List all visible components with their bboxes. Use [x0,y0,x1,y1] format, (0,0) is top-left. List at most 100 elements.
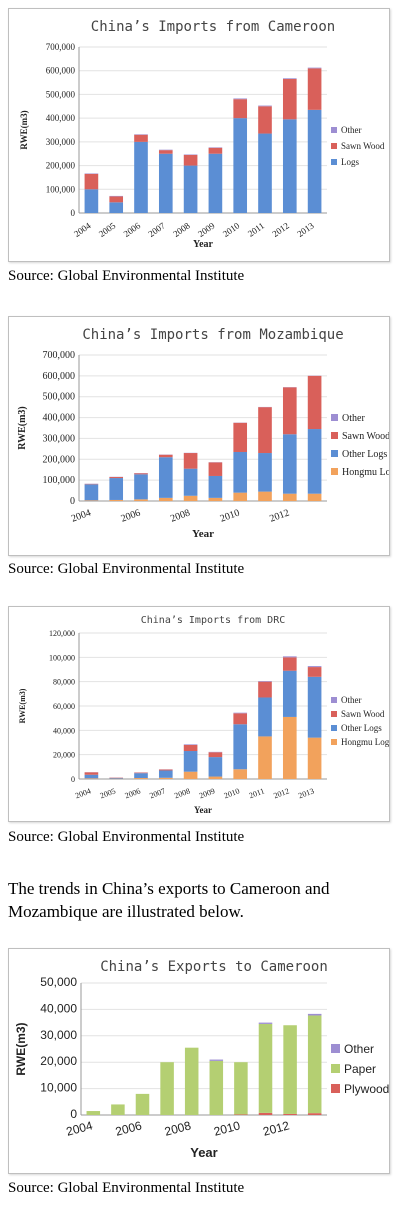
y-tick-label: 400,000 [46,113,76,123]
x-tick-label: 2004 [70,507,93,524]
legend-label: Sawn Wood [341,709,385,719]
bar-segment [233,451,248,493]
legend-swatch [331,725,337,731]
bar-segment [134,134,148,142]
y-tick-label: 20,000 [53,751,75,760]
chart-title: China’s Imports from Mozambique [82,327,343,343]
bar-segment [86,1111,101,1115]
x-tick-label: 2008 [169,507,192,524]
y-tick-label: 700,000 [46,42,76,52]
x-tick-label: 2013 [297,786,315,800]
bar-segment [84,500,99,501]
x-tick-label: 2012 [268,507,291,524]
y-tick-label: 0 [70,496,75,507]
body-paragraph: The trends in China’s exports to Cameroo… [8,879,330,921]
legend-label: Hongmu Logs [341,737,389,747]
x-axis-label: Year [190,1145,217,1160]
y-tick-label: 30,000 [40,1028,77,1042]
bar-segment [135,1093,150,1115]
bar-segment [307,737,322,779]
bar-segment [307,1113,322,1115]
y-tick-label: 80,000 [53,678,75,687]
bar-segment [84,774,99,779]
x-tick-label: 2007 [148,786,166,800]
bar-segment [258,453,272,492]
y-tick-label: 40,000 [40,1001,77,1015]
bar-segment [258,1023,273,1113]
y-tick-label: 0 [70,1107,77,1121]
bar-segment [208,475,223,498]
chart-mozambique-imports: China’s Imports from Mozambique 0 100,000 2… [17,327,389,540]
legend-label: Other [341,125,362,135]
bar-segment [258,681,272,698]
legend-label: Paper [344,1062,376,1076]
bar-segment [258,681,272,682]
y-tick-label: 60,000 [53,702,75,711]
bar-segment [183,453,198,469]
bar-segment [109,196,124,203]
x-tick-label: 2012 [272,786,290,800]
x-axis-label: Year [193,239,214,250]
x-tick-label: 2008 [163,1118,193,1139]
x-tick-label: 2011 [248,786,266,800]
bar-segment [233,99,248,119]
source-caption: Source: Global Environmental Institute [8,561,245,577]
legend-label: Other Logs [341,723,382,733]
x-tick-label: 2010 [223,786,241,800]
bar-segment [307,1013,322,1016]
y-tick-label: 300,000 [43,433,76,444]
x-tick-label: 2006 [122,220,143,239]
source-caption: Source: Global Environmental Institute [8,268,245,284]
bar-segment [183,771,198,779]
chart-title: China’s Imports from DRC [141,615,286,626]
y-tick-label: 40,000 [53,726,75,735]
legend-swatch [331,143,337,149]
legend-swatch [331,1064,340,1073]
y-tick-label: 100,000 [43,475,76,486]
x-tick-label: 2009 [196,220,217,239]
source-caption: Source: Global Environmental Institute [8,829,245,845]
x-tick-label: 2012 [261,1118,291,1139]
bar-segment [282,670,297,717]
legend-swatch [331,414,338,421]
bar-segment [258,697,272,737]
bar-segment [111,1104,125,1115]
bar-segment [160,1062,174,1115]
legend-swatch [331,739,337,745]
x-tick-label: 2008 [171,220,192,239]
legend-swatch [331,1044,340,1053]
bar-segment [158,497,173,501]
x-tick-label: 2004 [65,1118,95,1139]
bar-segment [234,1062,248,1115]
bar-segment [307,109,322,213]
bar-segment [184,1047,199,1115]
bar-segment [183,165,198,213]
bar-segment [134,778,148,779]
bar-segment [282,434,297,494]
x-tick-label: 2005 [97,220,118,239]
bar-segment [134,499,148,501]
bar-segment [158,769,173,771]
bar-segment [109,478,124,500]
bar-segment [183,468,198,496]
bar-segment [209,1059,224,1061]
bar-segment [109,477,124,479]
x-tick-label: 2011 [246,220,266,238]
y-tick-label: 700,000 [43,350,76,361]
bar-segment [158,150,173,154]
bar-segment [258,106,272,134]
y-tick-label: 100,000 [46,184,76,194]
bar-segment [258,491,272,501]
bar-segment [84,484,99,501]
bar-segment [258,133,272,213]
bar-segment [158,770,173,778]
x-tick-label: 2004 [72,220,93,239]
bar-segment [208,752,223,758]
bar-segment [208,153,223,213]
bar-segment [134,772,148,774]
bar-segment [134,474,148,500]
legend-swatch [331,159,337,165]
bar-segment [84,173,99,190]
x-tick-label: 2009 [198,786,216,800]
y-tick-label: 20,000 [40,1054,77,1068]
